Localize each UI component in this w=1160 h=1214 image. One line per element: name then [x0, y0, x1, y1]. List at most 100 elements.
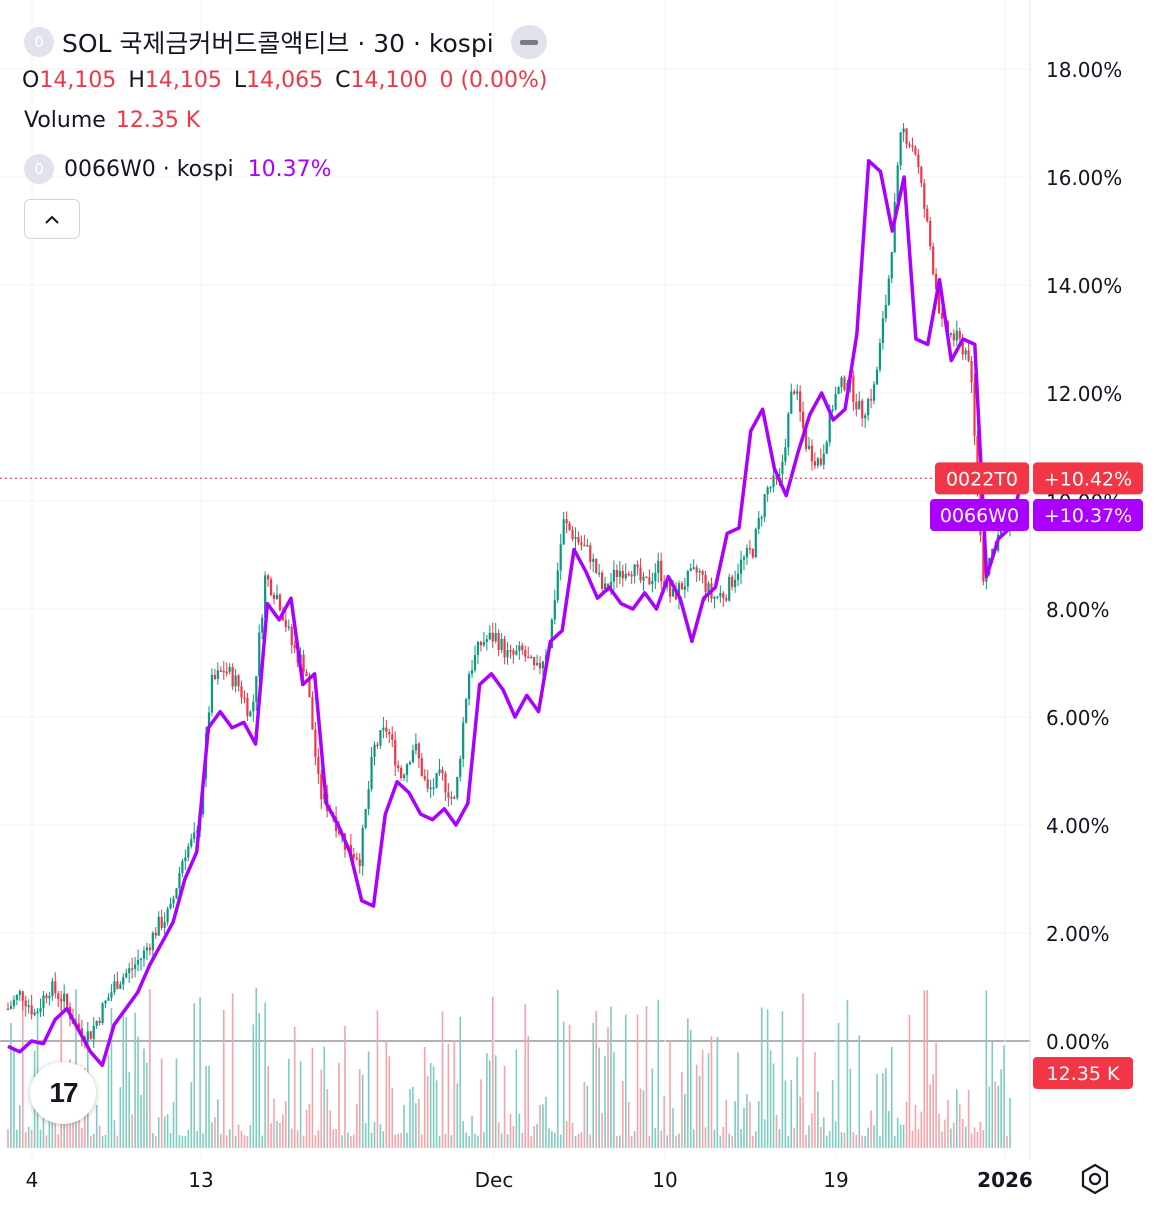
- candle-body: [42, 995, 45, 1009]
- candle-body: [95, 1020, 98, 1026]
- volume-bar: [725, 1099, 728, 1148]
- volume-bar: [39, 1129, 42, 1148]
- candle-body: [456, 776, 459, 798]
- candle-body: [902, 128, 905, 133]
- candle-body: [816, 458, 819, 466]
- candle-body: [905, 128, 908, 145]
- settings-hex-icon[interactable]: [1078, 1162, 1112, 1196]
- volume-bar: [104, 1134, 107, 1148]
- legend-title-row[interactable]: 0 SOL 국제금커버드콜액티브 · 30 · kospi: [24, 24, 547, 60]
- volume-bar: [787, 1135, 790, 1148]
- volume-bar: [406, 1132, 408, 1148]
- volume-bar: [13, 1048, 15, 1148]
- volume-bar: [542, 1104, 544, 1148]
- candle-body: [154, 932, 157, 936]
- volume-bar: [350, 1135, 352, 1148]
- y-tick-label: 0.00%: [1046, 1030, 1110, 1054]
- volume-bar: [861, 1135, 864, 1148]
- volume-bar: [89, 1135, 92, 1148]
- volume-bar: [896, 1117, 899, 1148]
- volume-bar: [426, 1076, 429, 1148]
- volume-bar: [530, 1135, 532, 1148]
- candle-body: [698, 570, 701, 573]
- candle-body: [139, 958, 143, 961]
- volume-bar: [468, 1135, 470, 1148]
- volume-bar: [607, 1027, 609, 1148]
- candle-body: [163, 922, 166, 928]
- candle-body: [530, 656, 533, 659]
- tradingview-logo-icon[interactable]: 17: [30, 1062, 96, 1124]
- volume-bar: [435, 1080, 438, 1148]
- candle-body: [725, 598, 728, 601]
- volume-bar: [923, 990, 926, 1148]
- x-tick-label: 10: [652, 1168, 677, 1192]
- candle-body: [432, 787, 435, 790]
- volume-bar: [976, 1131, 979, 1148]
- candle-body: [491, 632, 494, 642]
- candle-body: [216, 670, 219, 679]
- candle-body: [6, 1008, 10, 1011]
- candle-body: [400, 767, 403, 778]
- volume-bar: [568, 1024, 571, 1148]
- candle-body: [219, 670, 222, 672]
- volume-bar: [137, 1036, 139, 1148]
- volume-bar: [270, 1123, 272, 1148]
- volume-bar: [796, 1056, 798, 1148]
- candle-body: [598, 572, 601, 575]
- compare-line-layer: [7, 159, 1024, 1068]
- volume-value: 12.35 K: [115, 108, 201, 133]
- candle-body: [60, 999, 63, 1002]
- candle-body: [317, 756, 320, 774]
- candle-body: [447, 792, 450, 798]
- volume-label: Volume: [24, 108, 106, 133]
- candle-body: [908, 144, 911, 146]
- candle-body: [261, 617, 264, 633]
- volume-bar: [78, 1107, 80, 1148]
- candle-body: [574, 537, 577, 540]
- candle-body: [899, 132, 902, 166]
- volume-bar: [16, 1129, 18, 1148]
- candle-body: [535, 662, 539, 666]
- volume-bar: [128, 1072, 130, 1148]
- volume-bar: [908, 1014, 911, 1148]
- candle-body: [465, 699, 468, 723]
- candle-body: [621, 570, 624, 579]
- compare-row[interactable]: 0 0066W0 · kospi 10.37%: [24, 154, 332, 184]
- candle-body: [571, 529, 574, 540]
- candle-body: [160, 916, 163, 928]
- candle-body: [828, 409, 831, 443]
- candle-body: [612, 569, 616, 582]
- volume-bar: [583, 1082, 586, 1148]
- candle-body: [801, 411, 805, 428]
- volume-bar: [471, 1115, 473, 1148]
- candle-body: [441, 769, 444, 774]
- volume-bar: [208, 1065, 210, 1148]
- volume-bar: [160, 1058, 163, 1148]
- candle-body: [807, 445, 811, 449]
- candle-body: [12, 999, 16, 1007]
- minus-pill-icon[interactable]: [510, 25, 547, 59]
- candle-body: [686, 571, 689, 587]
- collapse-legend-button[interactable]: [24, 199, 80, 239]
- volume-bar: [574, 1135, 577, 1148]
- volume-bar: [66, 1120, 68, 1148]
- candle-body: [228, 667, 231, 672]
- candle-body: [728, 576, 731, 601]
- volume-bar: [267, 1065, 269, 1148]
- volume-bar: [888, 1111, 890, 1148]
- candle-body: [819, 458, 822, 465]
- candle-body: [30, 1005, 33, 1015]
- volume-bar: [246, 1135, 249, 1148]
- volume-bar: [264, 1002, 266, 1148]
- volume-bar: [890, 1046, 893, 1148]
- volume-bar: [740, 1128, 742, 1148]
- volume-bar: [613, 1052, 615, 1148]
- symbol-title[interactable]: SOL 국제금커버드콜액티브 · 30 · kospi: [62, 29, 494, 58]
- volume-row[interactable]: Volume 12.35 K: [24, 108, 200, 133]
- candle-body: [867, 398, 870, 416]
- volume-bar: [296, 1130, 299, 1148]
- volume-bar: [184, 1135, 187, 1148]
- candle-body: [426, 779, 429, 789]
- candle-body: [467, 674, 471, 700]
